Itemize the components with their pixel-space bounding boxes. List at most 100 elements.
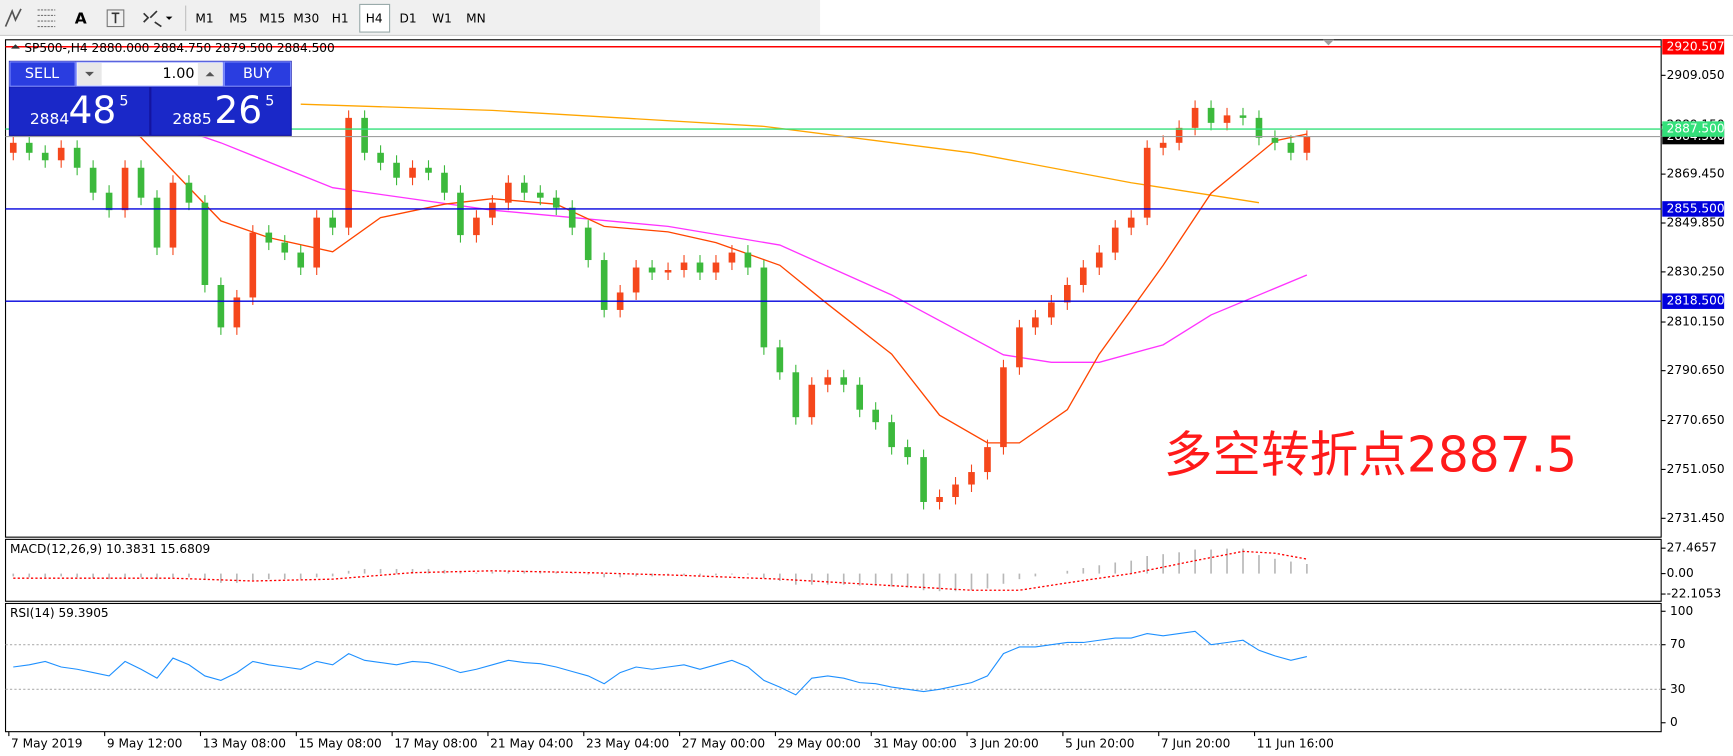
- candle-body: [696, 262, 704, 273]
- arrows-tool[interactable]: [143, 10, 173, 28]
- timeframe-button[interactable]: D1: [400, 11, 417, 25]
- candle-body: [265, 232, 273, 243]
- candle-body: [872, 409, 879, 423]
- macd-tick-label: 0.00: [1667, 566, 1694, 580]
- candle-body: [521, 182, 528, 193]
- tool-icon[interactable]: [37, 9, 56, 28]
- active-timeframe[interactable]: [359, 3, 391, 33]
- candle-body: [824, 377, 832, 385]
- timeframe-button[interactable]: H4: [366, 11, 383, 25]
- candle-body: [808, 384, 816, 418]
- timeframe-button[interactable]: MN: [466, 11, 486, 25]
- ask-big: 26: [214, 88, 262, 132]
- candle-body: [744, 252, 752, 268]
- candle-body: [25, 142, 33, 153]
- lot-up-arrow: [205, 71, 215, 77]
- price-level-label: 2855.500: [1667, 201, 1725, 215]
- candle-body: [1255, 117, 1263, 138]
- candle-body: [313, 217, 321, 268]
- x-tick-label: 9 May 12:00: [107, 736, 183, 750]
- x-tick-label: 31 May 00:00: [873, 736, 956, 750]
- sell-label[interactable]: SELL: [25, 66, 59, 82]
- candle-body: [1303, 136, 1311, 153]
- x-tick-label: 17 May 08:00: [394, 736, 477, 750]
- candle-body: [217, 284, 225, 328]
- candle-body: [73, 147, 81, 168]
- candle-body: [728, 252, 736, 263]
- candle-body: [568, 207, 576, 228]
- y-tick-label: 2790.650: [1667, 363, 1725, 377]
- candle-body: [1271, 137, 1279, 143]
- macd-tick-label: -22.1053: [1667, 587, 1722, 601]
- timeframe-button[interactable]: M1: [195, 11, 213, 25]
- candle-body: [105, 192, 113, 211]
- candle-body: [1127, 217, 1135, 228]
- candle-body: [281, 242, 289, 253]
- lot-down-arrow: [85, 71, 94, 77]
- bid-big: 48: [69, 88, 117, 132]
- rsi-tick-label: 0: [1670, 715, 1678, 729]
- chart-area: 2909.0502889.1502869.4502849.8502830.250…: [4, 39, 1725, 750]
- panel-frame: [4, 538, 1662, 602]
- timeframe-button[interactable]: M30: [293, 11, 319, 25]
- x-tick-label: 21 May 04:00: [490, 736, 573, 750]
- price-level-label: 2920.507: [1667, 39, 1725, 53]
- trade-panel: SELL 1.00 BUY 2884 48 5 2885 26 5: [8, 60, 292, 136]
- candle-body: [1159, 142, 1167, 148]
- lot-value[interactable]: 1.00: [163, 66, 195, 82]
- price-level-tag: [1662, 201, 1725, 217]
- panel-frame: [4, 602, 1662, 733]
- candle-body: [600, 260, 608, 310]
- x-tick-label: 13 May 08:00: [203, 736, 286, 750]
- candle-body: [121, 167, 129, 211]
- candle-body: [1048, 302, 1055, 318]
- annotation: 多空转折点2887.5: [1164, 428, 1577, 484]
- timeframe-button[interactable]: M5: [229, 11, 247, 25]
- candle-body: [505, 182, 512, 203]
- candle-body: [393, 162, 400, 178]
- buy-button[interactable]: [223, 61, 292, 87]
- timeframe-button[interactable]: W1: [432, 11, 452, 25]
- candle-body: [840, 377, 848, 385]
- moving-average: [300, 103, 1260, 204]
- tool-icon[interactable]: [4, 8, 22, 27]
- candle-body: [664, 270, 672, 273]
- y-tick-label: 2751.050: [1667, 462, 1725, 476]
- candle-body: [1223, 115, 1231, 123]
- candle-body: [1079, 267, 1087, 285]
- shift-marker: [1322, 39, 1335, 46]
- y-tick-label: 2770.650: [1667, 413, 1725, 427]
- y-tick-label: 2909.050: [1667, 68, 1725, 82]
- candle-body: [1287, 142, 1295, 153]
- candle-body: [584, 227, 592, 261]
- timeframe-button[interactable]: M15: [259, 11, 285, 25]
- candle-body: [552, 197, 560, 208]
- candle-body: [536, 192, 544, 198]
- sell-button[interactable]: [9, 61, 76, 87]
- candle-body: [1032, 317, 1039, 328]
- rsi-tick-label: 70: [1670, 637, 1685, 651]
- candle-body: [1143, 147, 1151, 218]
- rsi-line: [13, 630, 1308, 696]
- candle-body: [1207, 107, 1215, 123]
- candle-body: [361, 117, 368, 153]
- x-tick-label: 3 Jun 20:00: [969, 736, 1038, 750]
- bid-box[interactable]: [9, 87, 150, 135]
- toolbar-bg: [0, 0, 821, 36]
- ask-head: 2885: [172, 110, 211, 128]
- candle-body: [425, 167, 432, 173]
- timeframe-button[interactable]: H1: [332, 11, 349, 25]
- bid-tail: 5: [119, 94, 128, 110]
- label-tool[interactable]: [106, 9, 125, 28]
- text-tool[interactable]: A: [75, 9, 87, 27]
- symbol-icon: [11, 44, 20, 49]
- candle-body: [441, 172, 448, 193]
- candle-body: [1239, 115, 1247, 118]
- candle-body: [249, 232, 257, 298]
- y-tick-label: 2849.850: [1667, 216, 1725, 230]
- candle-body: [89, 167, 97, 193]
- buy-label[interactable]: BUY: [243, 66, 272, 82]
- ask-box[interactable]: [151, 87, 291, 135]
- rsi-tick-label: 100: [1670, 604, 1693, 618]
